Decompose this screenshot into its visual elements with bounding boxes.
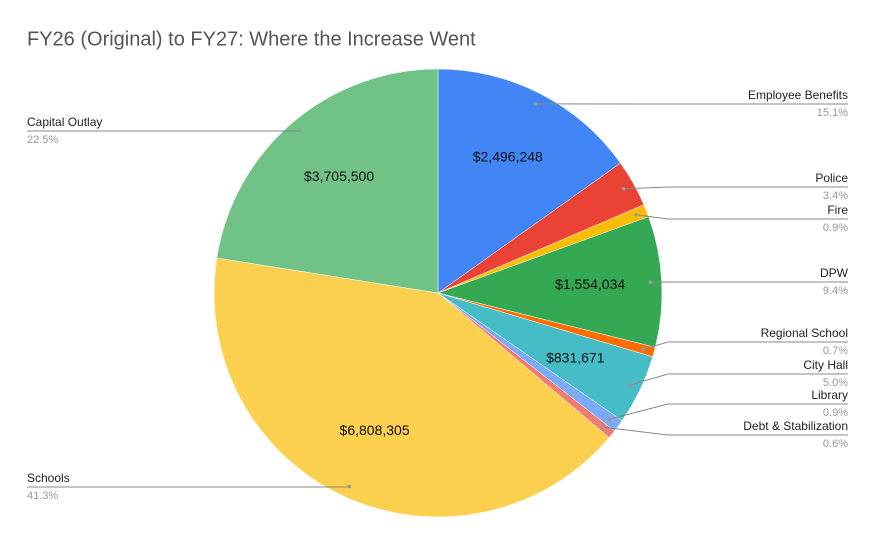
slice-value-label: $1,554,034 <box>555 276 625 292</box>
leader-dot <box>607 417 612 422</box>
leader-dot <box>621 186 626 191</box>
chart-title: FY26 (Original) to FY27: Where the Incre… <box>27 28 476 50</box>
slice-name: Police <box>815 171 848 185</box>
slice-percent: 0.6% <box>823 438 848 450</box>
slice-percent: 0.9% <box>823 407 848 419</box>
slice-percent: 3.4% <box>823 190 848 202</box>
slice-value-label: $2,496,248 <box>473 148 543 164</box>
leader-dot <box>533 102 538 106</box>
leader-line <box>635 214 848 220</box>
leader-dot <box>648 280 653 284</box>
slice-name: DPW <box>820 266 849 280</box>
slice-value-label: $6,808,305 <box>340 422 410 438</box>
slice-name: Schools <box>27 471 70 485</box>
slice-percent: 5.0% <box>823 377 848 389</box>
slice-name: Library <box>811 388 848 402</box>
leader-line <box>623 186 848 190</box>
pie-slice <box>437 68 621 294</box>
slice-name: City Hall <box>803 358 848 372</box>
slice-name: Debt & Stabilization <box>743 419 848 433</box>
leader-line <box>609 403 848 420</box>
leader-dot <box>634 212 638 217</box>
leader-line <box>629 373 848 386</box>
slice-name: Regional School <box>761 326 848 340</box>
leader-line <box>643 341 848 350</box>
slice-percent: 15.1% <box>817 107 848 119</box>
slice-percent: 0.7% <box>823 345 848 357</box>
slice-percent: 41.3% <box>27 490 58 502</box>
leader-dot <box>347 484 352 489</box>
leader-dot <box>298 129 302 133</box>
pie-slice <box>216 68 439 294</box>
slice-percent: 0.9% <box>823 222 848 234</box>
slice-value-label: $831,671 <box>546 350 605 366</box>
pie-slice <box>213 257 610 518</box>
slice-name: Employee Benefits <box>748 88 848 102</box>
slice-name: Fire <box>827 203 848 217</box>
slice-percent: 9.4% <box>823 285 848 297</box>
leader-line <box>603 426 848 436</box>
leader-dot <box>628 383 632 387</box>
leader-line <box>27 486 350 488</box>
slice-percent: 22.5% <box>27 134 58 146</box>
slice-name: Capital Outlay <box>27 115 102 129</box>
slice-value-label: $3,705,500 <box>304 168 374 184</box>
pie-slice <box>437 216 663 348</box>
leader-dot <box>641 347 646 351</box>
leader-dot <box>601 425 605 430</box>
